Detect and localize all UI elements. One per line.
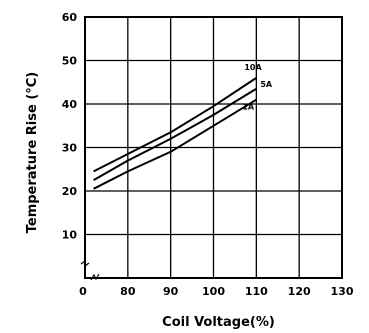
y-tick-label: 60 — [62, 11, 78, 24]
series-line-1a — [93, 98, 257, 190]
x-tick-label: 110 — [245, 285, 268, 298]
grid — [85, 17, 342, 278]
tick-labels: 10 20 30 40 50 60 0 80 90 100 110 120 130 — [62, 11, 354, 298]
y-tick-label: 50 — [62, 55, 78, 68]
series-label-5a: 5A — [260, 80, 273, 89]
series-line-10a — [93, 77, 257, 173]
x-tick-label: 130 — [331, 285, 354, 298]
series-label-10a: 10A — [244, 63, 262, 72]
series-line-5a — [93, 87, 257, 181]
y-tick-label: 10 — [62, 229, 78, 242]
y-tick-label: 30 — [62, 142, 78, 155]
axes — [80, 16, 343, 281]
x-tick-label: 90 — [163, 285, 179, 298]
x-tick-label: 100 — [202, 285, 225, 298]
axis-break-mark-x — [90, 273, 100, 281]
plot-frame — [84, 16, 343, 279]
y-tick-label: 20 — [62, 185, 78, 198]
x-axis-title: Coil Voltage(%) — [162, 315, 275, 330]
series-lines: 10A 5A 1A — [93, 63, 273, 190]
axis-break-mark-y — [80, 259, 90, 268]
x-tick-label: 80 — [120, 285, 136, 298]
y-axis-title: Temperature Rise (°C) — [25, 72, 40, 234]
y-tick-label: 40 — [62, 98, 78, 111]
x-tick-label: 120 — [288, 285, 311, 298]
x-tick-label: 0 — [79, 285, 87, 298]
series-label-1a: 1A — [242, 103, 255, 112]
axis-labels: Coil Voltage(%) Temperature Rise (°C) — [25, 72, 275, 330]
